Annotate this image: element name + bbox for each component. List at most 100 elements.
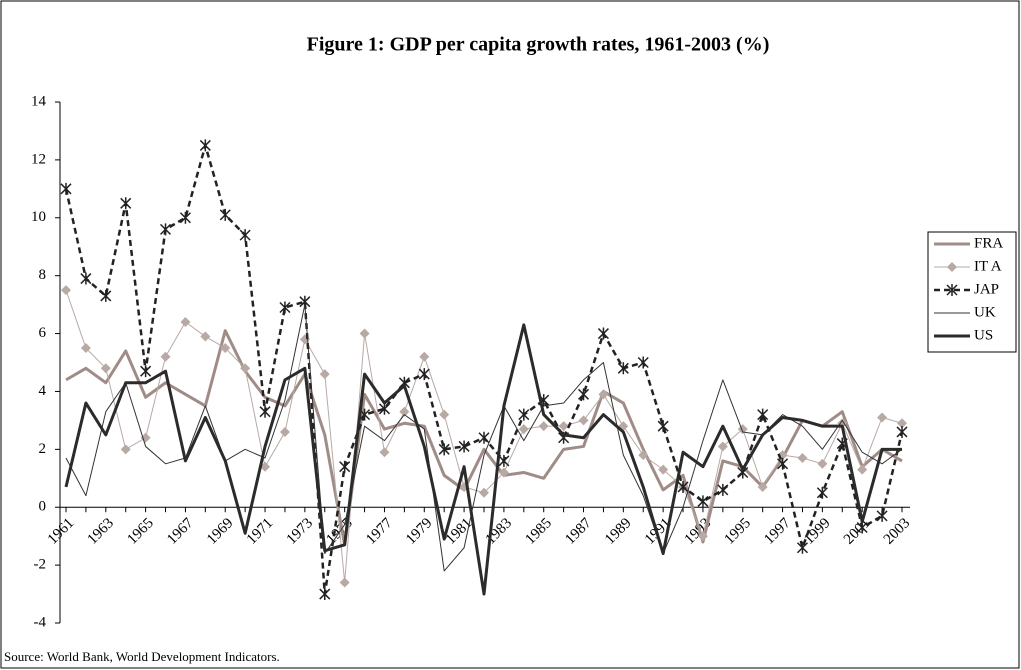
data-point [797, 453, 808, 464]
data-point [479, 487, 489, 498]
data-point [498, 454, 510, 467]
data-point [399, 406, 410, 417]
data-point [159, 223, 172, 236]
data-point [558, 421, 569, 432]
x-tick-label: 1999 [801, 515, 834, 548]
data-point [638, 450, 649, 461]
x-tick-label: 1997 [761, 515, 794, 548]
data-point [339, 577, 350, 588]
data-point [319, 588, 331, 601]
data-point [597, 327, 609, 340]
legend-label: US [974, 327, 993, 343]
legend-label: UK [974, 304, 996, 320]
x-tick-label: 1995 [721, 515, 754, 548]
x-tick-label: 1985 [522, 515, 555, 548]
data-point [857, 464, 868, 475]
data-point [478, 431, 490, 444]
data-point [658, 464, 669, 475]
y-tick-label: 6 [39, 325, 47, 341]
source-note: Source: World Bank, World Development In… [4, 649, 280, 664]
data-point [140, 432, 151, 443]
data-point [200, 331, 211, 342]
data-point [598, 389, 609, 400]
data-point [637, 356, 649, 369]
data-point [438, 443, 450, 456]
x-tick-label: 1983 [483, 515, 516, 548]
x-tick-label: 1987 [562, 515, 595, 548]
data-point [796, 541, 809, 554]
data-point [498, 467, 509, 478]
data-point [180, 316, 191, 327]
data-point [80, 343, 91, 354]
chart-title: Figure 1: GDP per capita growth rates, 1… [307, 34, 770, 56]
x-tick-label: 1973 [284, 515, 317, 548]
data-point [220, 343, 231, 354]
legend-marker [946, 284, 958, 296]
data-point [856, 521, 868, 534]
data-point [518, 424, 529, 435]
data-point [777, 457, 789, 470]
data-point [120, 444, 131, 455]
y-tick-label: 12 [31, 151, 46, 167]
x-tick-label: 1989 [602, 515, 635, 548]
data-point [677, 480, 689, 493]
data-point [100, 363, 111, 374]
data-point [419, 351, 430, 362]
x-tick-label: 1969 [204, 515, 237, 548]
data-point [518, 408, 530, 421]
data-point [757, 481, 768, 492]
data-point [378, 402, 391, 415]
data-point [319, 369, 330, 380]
data-point [896, 425, 908, 438]
x-tick-label: 1961 [45, 515, 78, 548]
data-point [80, 272, 92, 285]
y-tick-label: 14 [31, 93, 47, 109]
data-point [140, 365, 152, 378]
x-tick-label: 1977 [363, 515, 396, 548]
y-tick-label: 0 [39, 499, 47, 515]
x-tick-label: 1979 [403, 515, 436, 548]
data-point [697, 495, 709, 508]
data-point [199, 139, 211, 152]
data-point [219, 208, 231, 221]
data-point [379, 447, 390, 458]
x-tick-label: 1965 [124, 515, 157, 548]
legend-label: IT A [974, 258, 1002, 274]
data-point [259, 405, 271, 418]
data-point [160, 351, 171, 362]
data-point [100, 289, 112, 302]
data-point [439, 409, 450, 420]
data-point [179, 211, 191, 224]
y-tick-label: 2 [39, 441, 47, 457]
data-point [817, 458, 828, 469]
data-point [538, 421, 549, 432]
legend-box [927, 231, 1017, 353]
data-point [578, 415, 589, 426]
data-point [458, 440, 470, 453]
data-point [339, 460, 351, 473]
y-tick-label: 10 [31, 209, 46, 225]
data-point [757, 408, 769, 421]
data-point [717, 441, 728, 452]
y-tick-label: -4 [34, 614, 47, 630]
data-point [877, 412, 888, 423]
y-tick-label: 8 [39, 267, 47, 283]
legend-marker [947, 262, 957, 272]
data-point [240, 363, 251, 374]
data-point [717, 483, 729, 496]
data-point [617, 362, 629, 375]
data-point [657, 420, 669, 433]
data-point [418, 368, 430, 381]
data-point [260, 461, 271, 472]
y-tick-label: -2 [34, 557, 47, 573]
series-line [64, 323, 902, 596]
data-point [577, 388, 590, 401]
x-tick-label: 1963 [85, 515, 118, 548]
data-point [897, 418, 907, 429]
data-point [239, 229, 251, 242]
y-tick-label: 4 [39, 383, 47, 399]
data-point [279, 301, 291, 314]
legend-label: JAP [974, 281, 999, 297]
legend-label: FRA [974, 235, 1003, 251]
